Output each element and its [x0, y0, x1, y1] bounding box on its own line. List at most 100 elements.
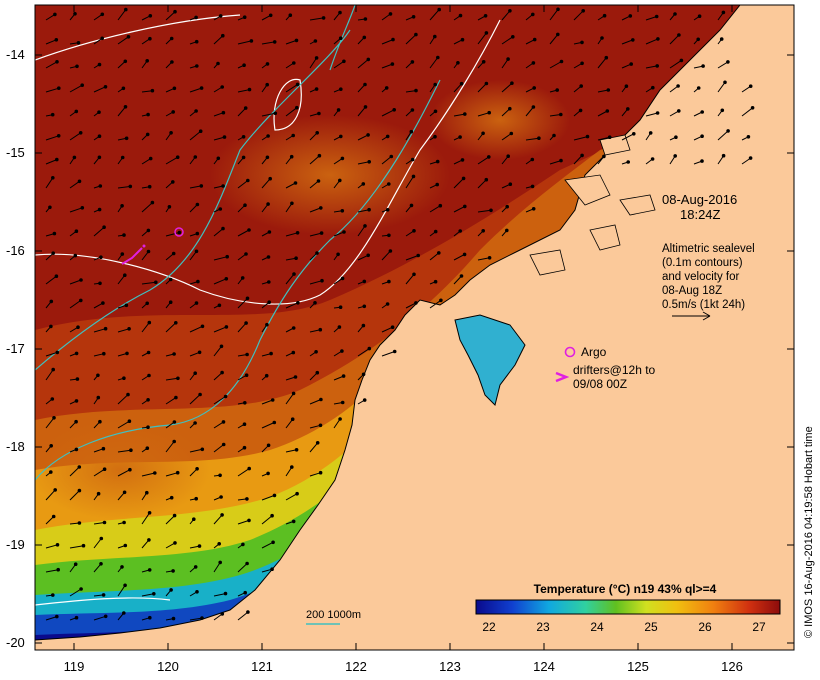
velocity-arrow-head [489, 208, 493, 213]
latitude-labels: -14 -15 -16 -17 -18 -19 -20 [6, 47, 25, 650]
velocity-arrow-head [265, 82, 270, 87]
velocity-arrow-head [124, 303, 129, 308]
velocity-arrow-head [150, 88, 155, 93]
velocity-arrow [213, 396, 226, 405]
drifter-legend-icon [555, 371, 570, 383]
velocity-arrow [357, 209, 370, 213]
velocity-arrow-head [559, 158, 563, 163]
velocity-arrow [405, 176, 414, 189]
velocity-arrow [573, 10, 584, 21]
velocity-arrow [501, 133, 512, 141]
altimetry-note: Altimetric sealevel (0.1m contours) and … [662, 243, 755, 311]
velocity-arrow-head [314, 350, 318, 354]
velocity-arrow-head [530, 157, 535, 162]
velocity-arrow-head [242, 422, 247, 427]
velocity-arrow-head [55, 543, 60, 547]
velocity-arrow-head [412, 272, 416, 277]
velocity-arrow-head [700, 134, 704, 138]
velocity-arrow-head [123, 543, 128, 548]
velocity-arrow-head [508, 9, 512, 13]
velocity-arrow-head [72, 155, 77, 160]
velocity-arrow [525, 106, 534, 117]
velocity-arrow-head [628, 14, 633, 18]
velocity-arrow-head [273, 111, 278, 116]
velocity-arrow-head [701, 64, 705, 68]
velocity-arrow-head [363, 224, 367, 228]
velocity-arrow-head [337, 325, 342, 329]
velocity-arrow-head [75, 64, 79, 69]
velocity-arrow-head [150, 200, 155, 205]
velocity-arrow-head [648, 131, 653, 135]
velocity-arrow-head [169, 131, 173, 135]
velocity-arrow-head [240, 276, 245, 280]
velocity-arrow-head [580, 61, 584, 66]
velocity-arrow-head [103, 326, 108, 331]
velocity-arrow [645, 16, 657, 21]
velocity-arrow [381, 39, 394, 45]
velocity-arrow [357, 348, 370, 357]
velocity-arrow [285, 393, 295, 405]
velocity-arrow [141, 202, 153, 213]
velocity-arrow-head [270, 398, 275, 402]
velocity-arrow-head [194, 249, 199, 254]
velocity-arrow [69, 490, 80, 501]
velocity-arrow-head [483, 14, 488, 18]
velocity-arrow-head [197, 544, 202, 548]
velocity-arrow-head [177, 230, 182, 235]
velocity-arrow-head [531, 105, 536, 109]
lat-label: -16 [6, 243, 25, 258]
velocity-arrow-head [247, 87, 252, 92]
velocity-arrow [69, 466, 80, 477]
velocity-arrow-head [79, 298, 83, 303]
velocity-arrow-head [220, 513, 224, 517]
velocity-arrow-head [580, 153, 584, 158]
velocity-arrow-head [463, 112, 467, 116]
velocity-arrow-head [218, 560, 222, 565]
velocity-arrow [165, 232, 180, 237]
velocity-arrow-head [677, 33, 681, 37]
velocity-arrow-head [74, 351, 79, 356]
velocity-arrow-head [50, 112, 55, 117]
velocity-arrow [165, 472, 178, 477]
velocity-arrow-head [122, 611, 126, 615]
velocity-arrow-head [199, 184, 204, 188]
velocity-arrow [141, 281, 156, 285]
velocity-arrow [261, 494, 275, 501]
velocity-arrow-head [342, 59, 346, 64]
velocity-arrow [45, 544, 58, 549]
velocity-arrow [45, 61, 58, 69]
velocity-arrow-head [696, 86, 701, 90]
velocity-arrow-head [146, 350, 151, 355]
velocity-arrow [549, 34, 559, 45]
velocity-arrow-head [221, 184, 225, 188]
velocity-arrow [453, 113, 465, 117]
velocity-arrow-head [458, 13, 463, 18]
velocity-arrow-head [264, 373, 269, 378]
velocity-arrow-head [340, 276, 345, 281]
velocity-arrow-head [74, 399, 79, 403]
velocity-arrow-head [217, 542, 221, 546]
velocity-arrow-head [435, 182, 440, 187]
velocity-arrow-head [99, 255, 103, 260]
velocity-arrow-head [194, 109, 198, 113]
velocity-arrow-head [319, 206, 323, 210]
velocity-arrow-head [721, 153, 726, 158]
velocity-arrow-head [320, 278, 324, 283]
velocity-arrow-head [363, 105, 368, 109]
velocity-arrow [69, 207, 83, 213]
lon-label: 124 [533, 659, 555, 674]
velocity-arrow-head [225, 254, 229, 259]
velocity-arrow [69, 279, 82, 285]
velocity-arrow-head [481, 229, 486, 233]
velocity-arrow [141, 322, 150, 333]
velocity-arrow-head [172, 513, 177, 518]
velocity-arrow-head [129, 448, 133, 453]
velocity-arrow-head [651, 85, 655, 90]
velocity-arrow-head [247, 466, 251, 471]
lon-label: 123 [439, 659, 461, 674]
velocity-arrow-head [509, 131, 514, 136]
velocity-arrow-head [51, 176, 55, 180]
velocity-arrow-head [102, 520, 107, 525]
velocity-arrow-head [532, 86, 537, 90]
